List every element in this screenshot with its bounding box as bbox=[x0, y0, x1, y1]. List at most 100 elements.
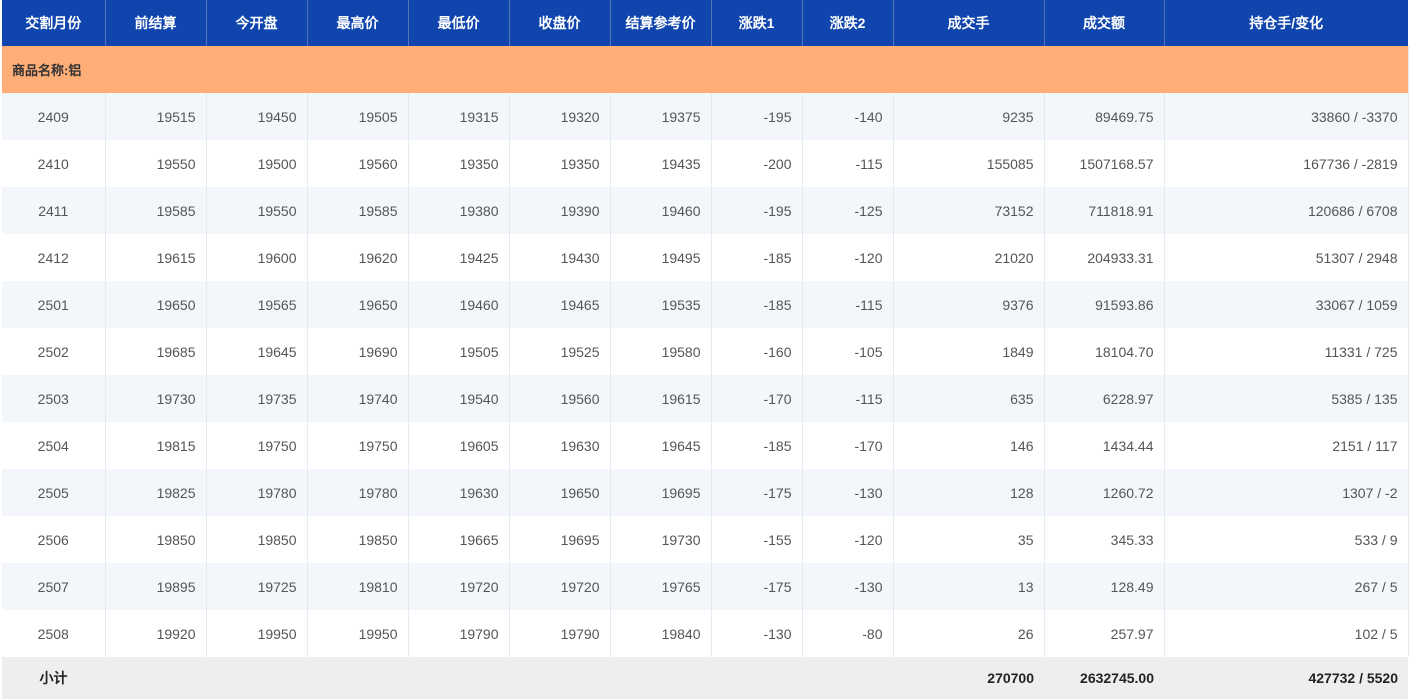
table-cell: -155 bbox=[711, 516, 803, 563]
table-cell: 1507168.57 bbox=[1044, 140, 1165, 187]
table-cell: -125 bbox=[802, 187, 894, 234]
table-cell: 19460 bbox=[610, 187, 712, 234]
table-cell: -115 bbox=[802, 140, 894, 187]
table-cell: 19815 bbox=[105, 422, 207, 469]
table-cell: -140 bbox=[802, 93, 894, 140]
table-cell: 19840 bbox=[610, 610, 712, 657]
table-cell: 19600 bbox=[206, 234, 308, 281]
table-cell: 9376 bbox=[893, 281, 1045, 328]
table-cell: 33067 / 1059 bbox=[1164, 281, 1409, 328]
table-cell: 19950 bbox=[307, 610, 409, 657]
table-cell: 19460 bbox=[408, 281, 510, 328]
delivery-month-cell: 2409 bbox=[2, 93, 106, 140]
table-cell: 9235 bbox=[893, 93, 1045, 140]
table-cell: 19825 bbox=[105, 469, 207, 516]
table-cell: 1260.72 bbox=[1044, 469, 1165, 516]
table-cell: -175 bbox=[711, 469, 803, 516]
table-row: 2410 19550 19500 19560 19350 19350 19435 -200 -1… bbox=[2, 140, 1409, 187]
table-cell: 19780 bbox=[206, 469, 308, 516]
table-cell: -195 bbox=[711, 93, 803, 140]
delivery-month-cell: 2504 bbox=[2, 422, 106, 469]
table-cell: -120 bbox=[802, 516, 894, 563]
table-cell: 19505 bbox=[408, 328, 510, 375]
table-cell: 19430 bbox=[509, 234, 611, 281]
table-cell: 19695 bbox=[610, 469, 712, 516]
empty-cell bbox=[711, 657, 802, 699]
table-cell: 19560 bbox=[307, 140, 409, 187]
group-row: 商品名称:铝 bbox=[2, 46, 1409, 93]
table-cell: 19630 bbox=[408, 469, 510, 516]
table-cell: 2151 / 117 bbox=[1164, 422, 1409, 469]
table-row: 2503 19730 19735 19740 19540 19560 19615 -170 -1… bbox=[2, 375, 1409, 422]
table-cell: 19725 bbox=[206, 563, 308, 610]
table-row: 2411 19585 19550 19585 19380 19390 19460 -195 -1… bbox=[2, 187, 1409, 234]
table-cell: 89469.75 bbox=[1044, 93, 1165, 140]
table-cell: 19810 bbox=[307, 563, 409, 610]
table-header-row: 交割月份 前结算 今开盘 最高价 最低价 收盘价 结算参考价 涨跌1 涨跌2 成交手 成交额 持仓手/… bbox=[2, 0, 1408, 46]
empty-cell bbox=[307, 657, 408, 699]
column-header[interactable]: 结算参考价 bbox=[610, 0, 712, 46]
table-cell: 19765 bbox=[610, 563, 712, 610]
table-cell: 19500 bbox=[206, 140, 308, 187]
column-header[interactable]: 持仓手/变化 bbox=[1164, 0, 1408, 46]
table-cell: 91593.86 bbox=[1044, 281, 1165, 328]
delivery-month-cell: 2507 bbox=[2, 563, 106, 610]
table-cell: 19650 bbox=[509, 469, 611, 516]
delivery-month-cell: 2503 bbox=[2, 375, 106, 422]
column-header[interactable]: 最低价 bbox=[408, 0, 510, 46]
subtotal-volume: 270700 bbox=[893, 657, 1044, 699]
table-row: 2508 19920 19950 19950 19790 19790 19840 -130 -8… bbox=[2, 610, 1409, 657]
table-cell: -170 bbox=[711, 375, 803, 422]
column-header[interactable]: 涨跌1 bbox=[711, 0, 803, 46]
table-cell: 19790 bbox=[509, 610, 611, 657]
table-cell: 19950 bbox=[206, 610, 308, 657]
column-header[interactable]: 涨跌2 bbox=[802, 0, 894, 46]
table-cell: 19390 bbox=[509, 187, 611, 234]
column-header[interactable]: 交割月份 bbox=[2, 0, 106, 46]
table-row: 2507 19895 19725 19810 19720 19720 19765 -175 -1… bbox=[2, 563, 1409, 610]
table-cell: 19350 bbox=[408, 140, 510, 187]
subtotal-label: 小计 bbox=[2, 657, 105, 699]
table-cell: 19645 bbox=[206, 328, 308, 375]
table-cell: 19850 bbox=[206, 516, 308, 563]
table-cell: 19350 bbox=[509, 140, 611, 187]
table-cell: 19450 bbox=[206, 93, 308, 140]
column-header[interactable]: 最高价 bbox=[307, 0, 409, 46]
table-row: 2501 19650 19565 19650 19460 19465 19535 -185 -1… bbox=[2, 281, 1409, 328]
table-cell: 19645 bbox=[610, 422, 712, 469]
table-cell: -185 bbox=[711, 422, 803, 469]
column-header[interactable]: 收盘价 bbox=[509, 0, 611, 46]
table-cell: -130 bbox=[802, 563, 894, 610]
table-cell: 26 bbox=[893, 610, 1045, 657]
column-header[interactable]: 今开盘 bbox=[206, 0, 308, 46]
table-cell: -175 bbox=[711, 563, 803, 610]
table-cell: 19380 bbox=[408, 187, 510, 234]
table-cell: 19315 bbox=[408, 93, 510, 140]
delivery-month-cell: 2412 bbox=[2, 234, 106, 281]
delivery-month-cell: 2508 bbox=[2, 610, 106, 657]
commodity-name: 商品名称:铝 bbox=[2, 46, 1409, 93]
table-cell: 19790 bbox=[408, 610, 510, 657]
column-header[interactable]: 成交手 bbox=[893, 0, 1045, 46]
table-cell: 19505 bbox=[307, 93, 409, 140]
table-cell: 19650 bbox=[307, 281, 409, 328]
empty-cell bbox=[105, 657, 206, 699]
table-cell: 21020 bbox=[893, 234, 1045, 281]
table-cell: 19580 bbox=[610, 328, 712, 375]
table-cell: 19695 bbox=[509, 516, 611, 563]
table-cell: 19495 bbox=[610, 234, 712, 281]
table-cell: 19615 bbox=[105, 234, 207, 281]
subtotal-turnover: 2632745.00 bbox=[1044, 657, 1164, 699]
table-cell: -105 bbox=[802, 328, 894, 375]
table-row: 2504 19815 19750 19750 19605 19630 19645 -185 -1… bbox=[2, 422, 1409, 469]
table-cell: 19560 bbox=[509, 375, 611, 422]
empty-cell bbox=[206, 657, 307, 699]
table-cell: 19615 bbox=[610, 375, 712, 422]
table-cell: 19730 bbox=[610, 516, 712, 563]
column-header[interactable]: 前结算 bbox=[105, 0, 207, 46]
table-cell: 51307 / 2948 bbox=[1164, 234, 1409, 281]
table-cell: 1849 bbox=[893, 328, 1045, 375]
table-cell: 128 bbox=[893, 469, 1045, 516]
column-header[interactable]: 成交额 bbox=[1044, 0, 1165, 46]
